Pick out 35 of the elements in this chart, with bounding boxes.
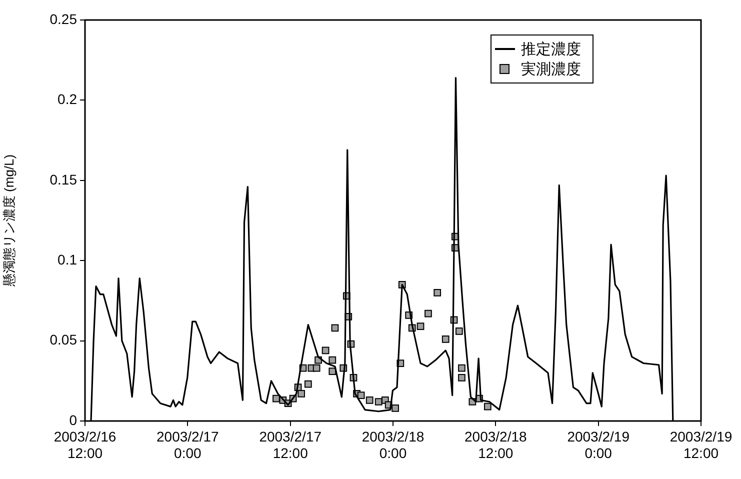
point <box>416 322 424 330</box>
y-tick-label: 0.1 <box>58 251 78 268</box>
x-tick-label: 2003/2/18 12:00 <box>464 428 528 462</box>
x-tick-label: 2003/2/17 12:00 <box>259 428 322 462</box>
x-tick-label: 2003/2/18 0:00 <box>362 428 424 462</box>
y-tick-label: 0 <box>69 412 78 428</box>
point <box>455 327 463 335</box>
point <box>304 380 312 388</box>
point <box>434 289 442 296</box>
point <box>328 368 336 375</box>
point <box>312 364 320 372</box>
x-tick-label: 2003/2/17 0:00 <box>156 428 220 462</box>
legend-label: 実測濃度 <box>521 61 581 78</box>
point <box>357 392 365 400</box>
x-tick-label: 2003/2/16 12:00 <box>54 428 116 462</box>
point <box>374 398 382 406</box>
point <box>322 346 330 354</box>
point <box>298 390 305 398</box>
x-tick-label: 2003/2/19 0:00 <box>567 428 630 462</box>
legend-label: 推定濃度 <box>521 41 581 58</box>
y-tick-label: 0.2 <box>58 91 78 108</box>
point <box>484 402 492 410</box>
y-tick-label: 0.05 <box>50 332 78 348</box>
point <box>392 404 399 412</box>
y-tick-label: 0.15 <box>50 171 78 188</box>
y-axis-title: 懸濁態リン濃度 (mg/L) <box>1 154 16 288</box>
y-tick-label: 0.25 <box>50 10 78 27</box>
point <box>442 336 450 343</box>
point <box>331 324 339 332</box>
x-tick-label: 2003/2/19 12:00 <box>670 428 732 462</box>
point <box>458 374 466 382</box>
point <box>458 364 466 372</box>
point <box>424 310 432 318</box>
point <box>328 356 336 364</box>
point <box>366 396 374 404</box>
